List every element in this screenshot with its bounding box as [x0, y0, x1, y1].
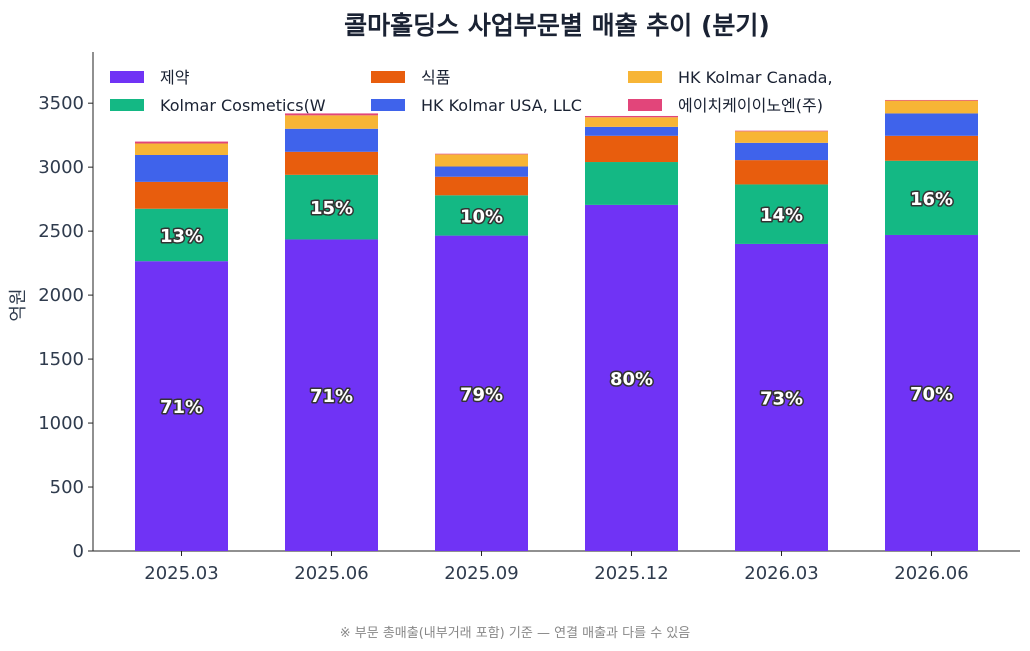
bar-segment-2 [285, 151, 378, 175]
bar-segment-3 [285, 128, 378, 152]
bar-segment-0 [885, 234, 978, 551]
legend-label: HK Kolmar USA, LLC [421, 96, 582, 115]
bar-segment-2 [135, 181, 228, 209]
bar-segment-4 [285, 115, 378, 129]
data-label: 14% [760, 205, 803, 226]
data-label: 13% [160, 226, 203, 247]
bar-segment-0 [285, 239, 378, 551]
data-label: 71% [310, 386, 353, 407]
bar-segment-1 [585, 162, 678, 205]
bar-segment-3 [885, 113, 978, 136]
x-tick-label: 2025.06 [294, 563, 368, 584]
legend: 제약 Kolmar Cosmetics(W 식품 HK Kolmar USA, LLC… [110, 68, 833, 115]
x-tick-label: 2026.06 [894, 563, 968, 584]
bar-segment-5 [435, 153, 528, 155]
x-tick-label: 2025.09 [444, 563, 518, 584]
bar-segment-1 [285, 174, 378, 240]
y-tick-label: 2500 [38, 221, 84, 242]
bar-segment-3 [585, 126, 678, 136]
x-tick-label: 2025.03 [144, 563, 218, 584]
y-tick-label: 1000 [38, 413, 84, 434]
bar-segment-2 [585, 135, 678, 163]
data-label: 16% [910, 189, 953, 210]
bar-segment-5 [285, 113, 378, 116]
legend-swatch [628, 99, 662, 111]
legend-swatch [371, 71, 405, 83]
legend-swatch [628, 71, 662, 83]
legend-label: 제약 [160, 68, 190, 87]
bar-segment-5 [885, 99, 978, 101]
y-tick-label: 0 [73, 541, 84, 562]
bar-segment-4 [435, 154, 528, 167]
bar-segment-4 [585, 117, 678, 127]
x-tick-label: 2026.03 [744, 563, 818, 584]
bar-segment-1 [735, 184, 828, 244]
y-tick-label: 1500 [38, 349, 84, 370]
data-label: 10% [460, 206, 503, 227]
y-axis-label: 억원 [8, 288, 29, 321]
bar-segment-5 [135, 141, 228, 144]
bar-segment-0 [735, 243, 828, 551]
x-tick-label: 2025.12 [594, 563, 668, 584]
bar-segment-2 [735, 160, 828, 185]
bar-segment-5 [585, 115, 678, 118]
y-tick-label: 3000 [38, 157, 84, 178]
legend-swatch [110, 99, 144, 111]
legend-swatch [110, 71, 144, 83]
legend-swatch [371, 99, 405, 111]
y-tick-label: 500 [50, 477, 84, 498]
data-label: 15% [310, 198, 353, 219]
data-label: 79% [460, 384, 503, 405]
legend-label: HK Kolmar Canada, [678, 68, 833, 87]
bar-segment-0 [585, 204, 678, 551]
data-label: 71% [160, 397, 203, 418]
plot-area: 0 500 1000 1500 2000 2500 3000 3500 71% 13% 2025.0… [38, 52, 1020, 584]
bar-segment-3 [735, 142, 828, 161]
data-label: 80% [610, 369, 653, 390]
bar-segment-4 [735, 131, 828, 143]
bar-segment-0 [435, 235, 528, 551]
legend-label: Kolmar Cosmetics(W [160, 96, 326, 115]
data-label: 70% [910, 384, 953, 405]
bar-segment-4 [885, 100, 978, 114]
bar-segment-5 [735, 130, 828, 132]
bar-segment-0 [135, 261, 228, 551]
legend-label: 에이치케이이노엔(주) [678, 96, 823, 115]
bar-segment-3 [435, 166, 528, 177]
footnote: ※ 부문 총매출(내부거래 포함) 기준 — 연결 매출과 다를 수 있음 [340, 626, 690, 641]
bar-segment-1 [885, 160, 978, 235]
chart-title: 콜마홀딩스 사업부문별 매출 추이 (분기) [344, 11, 770, 40]
bar-segment-2 [435, 176, 528, 196]
legend-label: 식품 [421, 68, 450, 87]
y-tick-label: 2000 [38, 285, 84, 306]
y-tick-label: 3500 [38, 93, 84, 114]
data-label: 73% [760, 388, 803, 409]
bar-segment-4 [135, 143, 228, 155]
bar-segment-1 [435, 195, 528, 236]
bar-segment-3 [135, 154, 228, 182]
bar-segment-1 [135, 208, 228, 262]
bar-segment-2 [885, 135, 978, 161]
